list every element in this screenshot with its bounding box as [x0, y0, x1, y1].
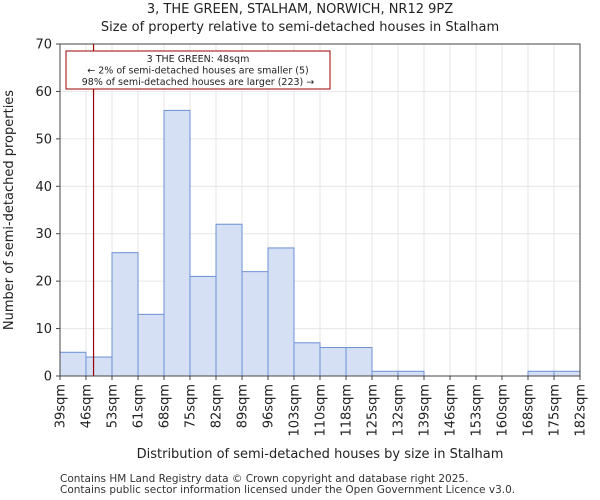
histogram-bar	[267, 247, 295, 377]
histogram-bar	[527, 370, 555, 377]
x-tick-label: 96sqm	[262, 384, 277, 428]
x-tick-label: 103sqm	[288, 384, 303, 437]
x-tick-label: 89sqm	[236, 384, 251, 428]
chart-subtitle: Size of property relative to semi-detach…	[100, 20, 500, 35]
histogram-bar	[397, 370, 425, 377]
histogram-bar	[111, 252, 139, 377]
annotation-line: 98% of semi-detached houses are larger (…	[82, 77, 315, 88]
annotation-box	[65, 50, 331, 90]
histogram-bar	[85, 356, 113, 377]
x-tick-label: 132sqm	[392, 384, 407, 437]
x-tick-label: 46sqm	[80, 384, 95, 428]
histogram-bar	[163, 109, 191, 377]
x-tick-label: 146sqm	[444, 384, 459, 437]
x-tick-label: 168sqm	[522, 384, 537, 437]
y-tick-label: 0	[44, 370, 52, 385]
x-tick-label: 182sqm	[574, 384, 589, 437]
histogram-bar	[293, 342, 321, 377]
histogram-bar	[241, 271, 269, 377]
y-tick-label: 60	[35, 85, 52, 100]
footer-licence: Contains public sector information licen…	[60, 484, 516, 496]
x-tick-label: 68sqm	[158, 384, 173, 428]
histogram-bar	[371, 370, 399, 377]
y-tick-label: 30	[35, 227, 52, 242]
x-tick-label: 110sqm	[314, 384, 329, 437]
x-tick-label: 125sqm	[366, 384, 381, 437]
y-tick-label: 20	[35, 275, 52, 290]
x-tick-label: 53sqm	[106, 384, 121, 428]
x-tick-label: 39sqm	[54, 384, 69, 428]
annotation-line: 3 THE GREEN: 48sqm	[147, 54, 250, 65]
x-tick-label: 175sqm	[548, 384, 563, 437]
y-axis-label: Number of semi-detached properties	[2, 90, 17, 330]
x-tick-label: 153sqm	[470, 384, 485, 437]
chart-title: 3, THE GREEN, STALHAM, NORWICH, NR12 9PZ	[146, 2, 454, 17]
histogram-bar	[345, 347, 373, 377]
annotation-line: ← 2% of semi-detached houses are smaller…	[87, 66, 308, 77]
histogram-bar	[215, 223, 243, 377]
x-tick-label: 139sqm	[418, 384, 433, 437]
x-axis-label: Distribution of semi-detached houses by …	[137, 447, 504, 462]
x-tick-label: 82sqm	[210, 384, 225, 428]
histogram-bar	[553, 370, 581, 377]
x-tick-label: 118sqm	[340, 384, 355, 437]
y-tick-label: 10	[35, 322, 52, 337]
x-tick-label: 75sqm	[184, 384, 199, 428]
footer-copyright: Contains HM Land Registry data © Crown c…	[60, 473, 469, 485]
x-tick-label: 160sqm	[496, 384, 511, 437]
x-tick-label: 61sqm	[132, 384, 147, 428]
y-tick-label: 50	[35, 132, 52, 147]
histogram-bar	[189, 275, 217, 377]
histogram-bar	[137, 313, 165, 377]
histogram-bar	[59, 351, 87, 377]
y-tick-label: 70	[35, 38, 52, 53]
histogram-bar	[319, 347, 347, 377]
y-tick-label: 40	[35, 180, 52, 195]
